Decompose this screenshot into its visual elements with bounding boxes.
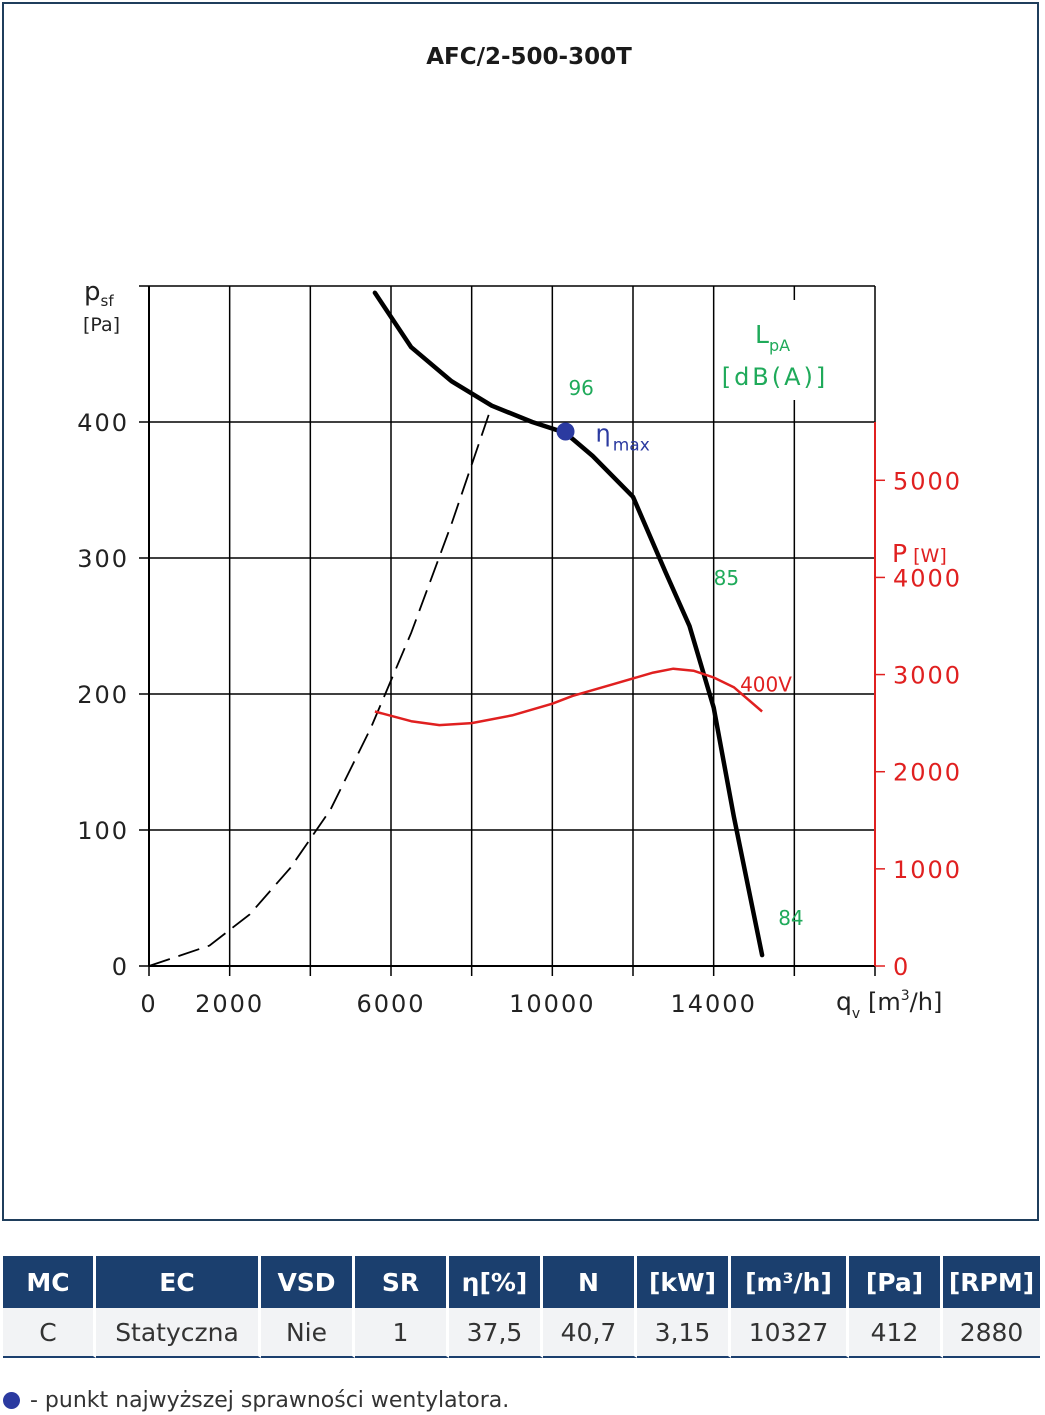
y2-tick-label: 4000	[893, 564, 962, 592]
footnote-text: - punkt najwyższej sprawności wentylator…	[30, 1388, 510, 1413]
x-tick-label: 2000	[195, 990, 264, 1018]
x-tick-label: 10000	[509, 990, 595, 1018]
header-mc: MC	[3, 1256, 96, 1308]
power-curve-label: 400V	[740, 672, 792, 696]
y-axis-unit: [Pa]	[83, 314, 120, 336]
y2-tick-label: 2000	[893, 759, 962, 787]
y-axis-label: psf	[84, 277, 114, 310]
x-tick-label: 14000	[670, 990, 756, 1018]
x-axis-unit: [m3/h]	[868, 988, 942, 1016]
eta-max-point	[556, 422, 575, 441]
chart-frame	[2, 2, 1039, 1221]
system-curve	[148, 405, 493, 967]
noise-legend-title: LpA	[755, 320, 790, 355]
cell-n: 40,7	[543, 1308, 637, 1358]
pressure-curve	[372, 290, 765, 958]
cell-sr: 1	[355, 1308, 449, 1358]
cell-kw: 3,15	[637, 1308, 731, 1358]
cell-vsd: Nie	[261, 1308, 355, 1358]
y-tick-label: 400	[77, 409, 129, 437]
y2-axis-label: P [W]	[892, 539, 947, 568]
table-header-row: MC EC VSD SR η[%] N [kW] [m³/h] [Pa] [RP…	[3, 1256, 1040, 1308]
y-tick-label: 300	[77, 545, 129, 573]
header-flow: [m³/h]	[731, 1256, 849, 1308]
y-tick-label: 100	[77, 817, 129, 845]
eta-max-label: η max	[596, 420, 650, 456]
header-rpm: [RPM]	[943, 1256, 1040, 1308]
noise-label: 96	[568, 376, 593, 400]
table-row: C Statyczna Nie 1 37,5 40,7 3,15 10327 4…	[3, 1308, 1040, 1358]
cell-pa: 412	[849, 1308, 943, 1358]
y2-tick-label: 3000	[893, 662, 962, 690]
eta-point-icon	[3, 1392, 20, 1409]
cell-flow: 10327	[731, 1308, 849, 1358]
cell-rpm: 2880	[943, 1308, 1040, 1358]
y-tick-label: 0	[112, 953, 129, 981]
header-ec: EC	[96, 1256, 261, 1308]
y2-tick-label: 0	[893, 953, 910, 981]
y2-tick-label: 5000	[893, 467, 962, 495]
header-sr: SR	[355, 1256, 449, 1308]
noise-legend-box	[720, 300, 870, 400]
cell-mc: C	[3, 1308, 96, 1358]
header-vsd: VSD	[261, 1256, 355, 1308]
cell-eta: 37,5	[449, 1308, 543, 1358]
footnote: - punkt najwyższej sprawności wentylator…	[3, 1388, 509, 1413]
noise-label: 84	[778, 906, 803, 930]
cell-ec: Statyczna	[96, 1308, 261, 1358]
x-tick-label: 6000	[356, 990, 425, 1018]
x-axis-label: qv	[836, 987, 860, 1022]
noise-legend-unit: [dB(A)]	[722, 363, 829, 391]
header-kw: [kW]	[637, 1256, 731, 1308]
header-pa: [Pa]	[849, 1256, 943, 1308]
x-tick-label: 0	[140, 990, 157, 1018]
y2-tick-label: 1000	[893, 856, 962, 884]
header-eta: η[%]	[449, 1256, 543, 1308]
spec-table: MC EC VSD SR η[%] N [kW] [m³/h] [Pa] [RP…	[3, 1256, 1040, 1358]
noise-label: 85	[714, 566, 739, 590]
power-curve	[374, 667, 763, 727]
header-n: N	[543, 1256, 637, 1308]
chart-title: AFC/2-500-300T	[426, 44, 632, 70]
y-tick-label: 200	[77, 681, 129, 709]
